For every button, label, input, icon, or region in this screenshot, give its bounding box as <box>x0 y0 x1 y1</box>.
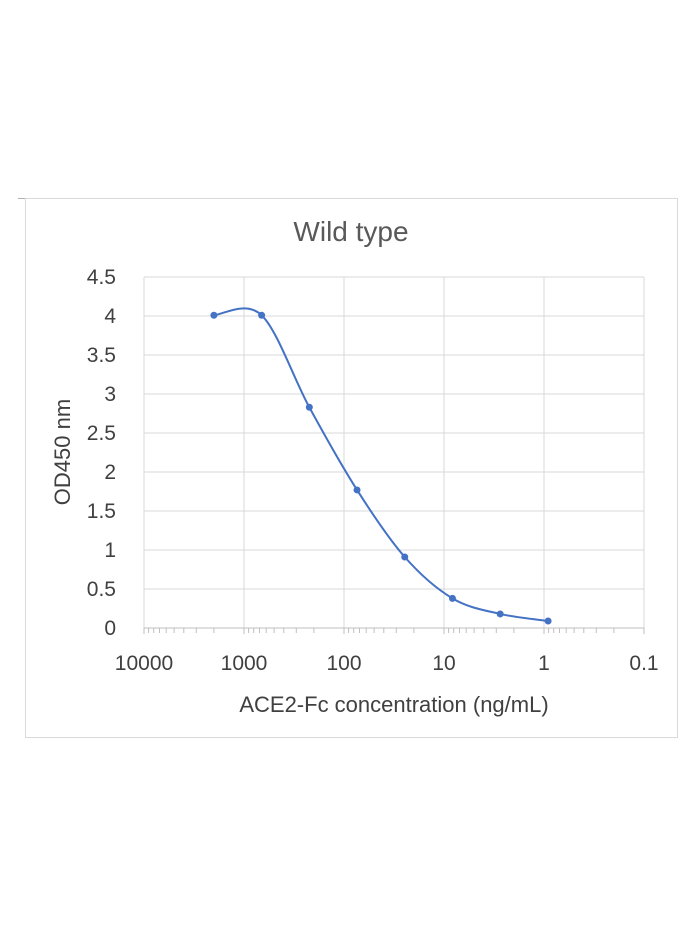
data-point <box>305 403 313 411</box>
x-tick-labels: 10000 1000 100 10 1 0.1 <box>115 652 659 675</box>
data-point <box>353 486 361 494</box>
series-line <box>213 307 549 622</box>
x-tick-label: 100 <box>326 652 361 675</box>
x-tick-label: 10 <box>432 652 455 675</box>
data-point <box>258 311 266 319</box>
x-tick-label: 1 <box>538 652 550 675</box>
y-tick-label: 4 <box>104 305 116 328</box>
frame-corner-tick <box>18 198 26 199</box>
x-tick-label: 1000 <box>221 652 268 675</box>
y-tick-label: 2 <box>104 461 116 484</box>
x-tick-label: 10000 <box>115 652 173 675</box>
data-point <box>496 610 504 618</box>
x-axis-title: ACE2-Fc concentration (ng/mL) <box>239 692 548 717</box>
y-tick-label: 3.5 <box>87 344 116 367</box>
y-tick-labels: 0 0.5 1 1.5 2 2.5 3 3.5 4 4.5 <box>87 266 117 640</box>
data-point <box>401 553 409 561</box>
y-tick-label: 1 <box>104 539 116 562</box>
chart-frame <box>25 198 678 738</box>
x-tick-label: 0.1 <box>629 652 658 675</box>
data-point <box>544 617 552 625</box>
y-tick-label: 1.5 <box>87 500 116 523</box>
y-tick-label: 0.5 <box>87 578 116 601</box>
y-axis-title: OD450 nm <box>50 399 75 505</box>
chart-title: Wild type <box>293 216 408 247</box>
y-tick-label: 0 <box>104 617 116 640</box>
series-points <box>210 311 552 625</box>
data-point <box>210 311 218 319</box>
data-point <box>448 594 456 602</box>
x-minor-ticks <box>143 628 645 634</box>
y-tick-label: 3 <box>104 383 116 406</box>
y-tick-label: 2.5 <box>87 422 116 445</box>
y-tick-label: 4.5 <box>87 266 116 289</box>
grid <box>143 276 645 628</box>
